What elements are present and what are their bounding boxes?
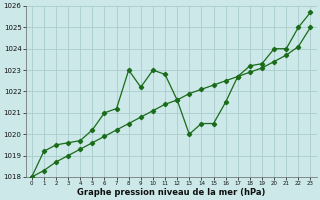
X-axis label: Graphe pression niveau de la mer (hPa): Graphe pression niveau de la mer (hPa) (77, 188, 265, 197)
